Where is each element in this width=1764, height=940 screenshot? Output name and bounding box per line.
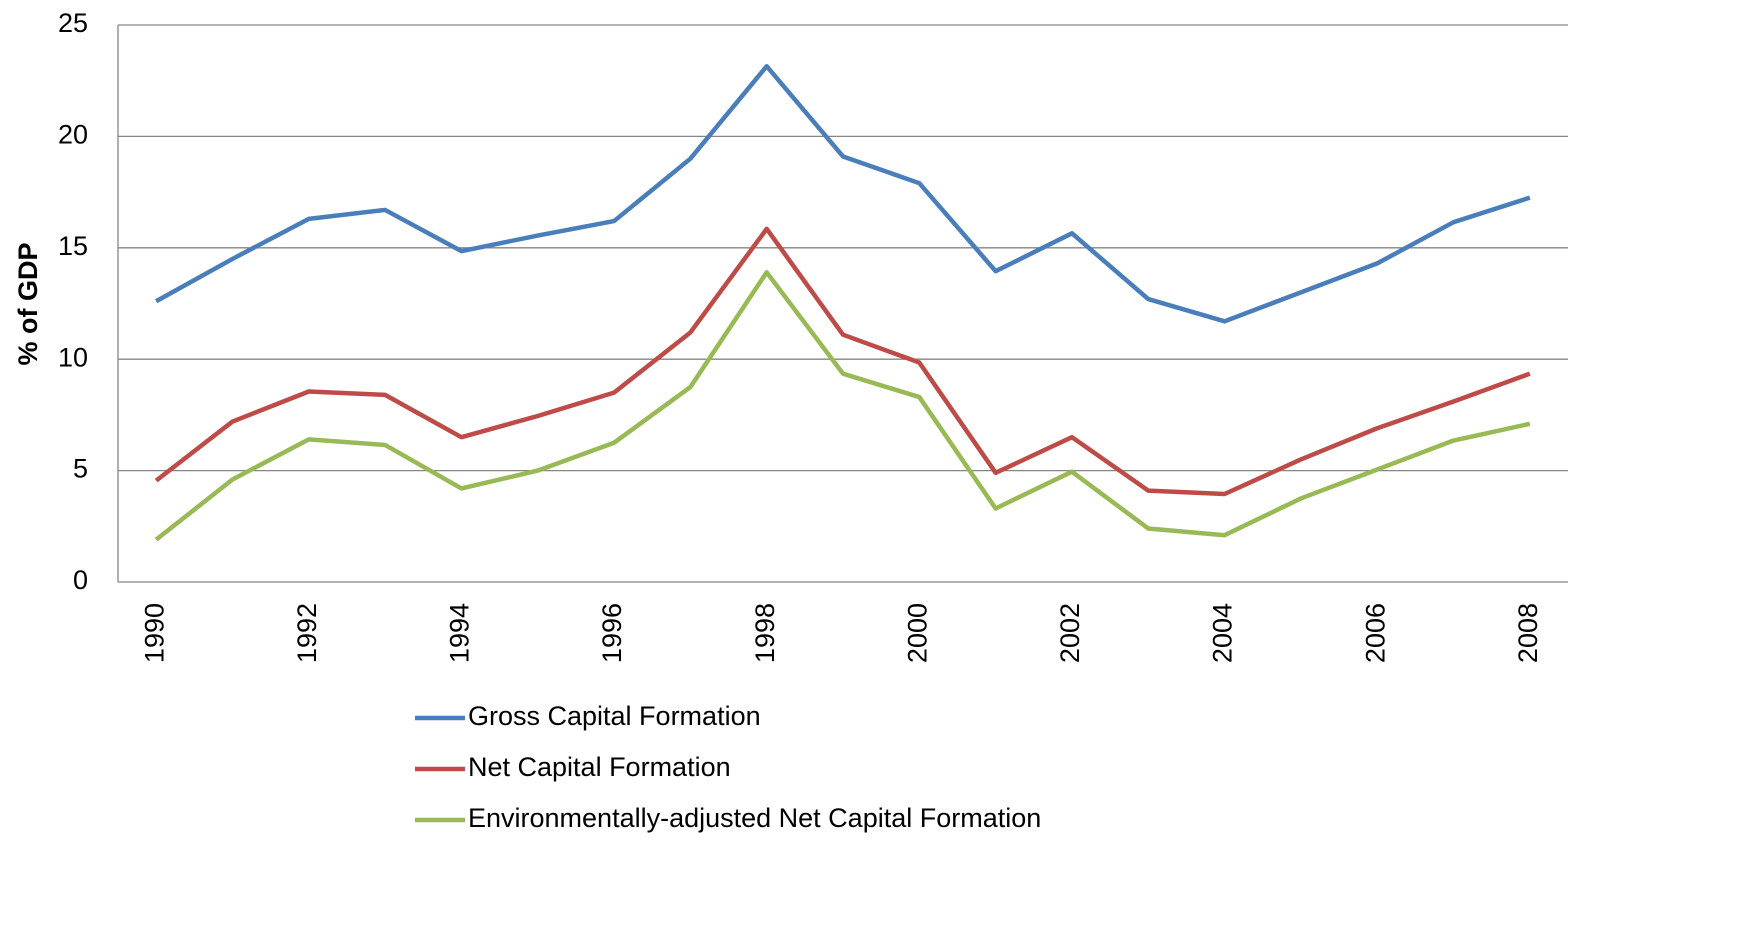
x-tick-label: 2000 [902, 603, 932, 663]
y-tick-label: 20 [58, 120, 88, 150]
x-tick-label: 1996 [597, 603, 627, 663]
y-tick-label: 25 [58, 8, 88, 38]
x-tick-label: 2008 [1513, 603, 1543, 663]
x-tick-label: 1998 [750, 603, 780, 663]
y-axis-label: % of GDP [13, 242, 43, 365]
series-line [154, 270, 1531, 542]
series-line [155, 63, 1531, 324]
x-tick-label: 1994 [445, 603, 475, 663]
legend-label: Environmentally-adjusted Net Capital For… [468, 803, 1041, 833]
series-line [154, 226, 1531, 497]
x-tick-label: 1992 [292, 603, 322, 663]
x-tick-label: 2004 [1208, 603, 1238, 663]
y-tick-label: 0 [73, 565, 88, 595]
x-tick-label: 2002 [1055, 603, 1085, 663]
y-tick-label: 10 [58, 342, 88, 372]
legend-label: Gross Capital Formation [468, 701, 761, 731]
y-tick-label: 5 [73, 454, 88, 484]
y-tick-label: 15 [58, 231, 88, 261]
legend-label: Net Capital Formation [468, 752, 731, 782]
x-tick-label: 1990 [139, 603, 169, 663]
x-tick-label: 2006 [1360, 603, 1390, 663]
